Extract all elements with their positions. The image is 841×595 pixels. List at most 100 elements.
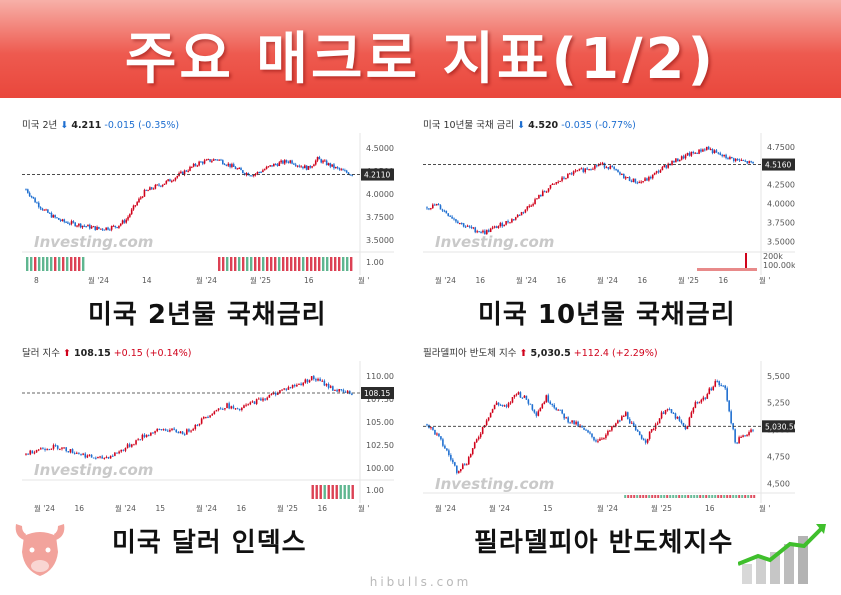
volume-bar (699, 495, 702, 498)
candle-body (139, 439, 142, 441)
volume-bar (729, 495, 732, 498)
candle-body (547, 188, 550, 192)
candle-body (72, 221, 75, 223)
y-tick-label: 107.50 (366, 395, 394, 404)
candle-body (150, 432, 152, 436)
candle-body (575, 421, 577, 425)
candle-body (63, 219, 66, 222)
x-tick-label: 16 (705, 504, 715, 513)
candle-body (718, 381, 721, 386)
candle-body (559, 180, 561, 182)
candle-body (186, 429, 188, 435)
volume-bar (735, 495, 738, 498)
candle-body (291, 385, 294, 388)
volume-bar (50, 257, 53, 271)
candle-body (707, 146, 710, 150)
candle-body (305, 165, 308, 170)
candle-body (565, 417, 567, 419)
candle-body (744, 435, 746, 437)
candle-body (636, 430, 639, 432)
candle-body (658, 418, 661, 424)
candle-body (503, 224, 505, 227)
candle-body (688, 153, 691, 156)
candle-body (201, 161, 204, 164)
volume-bar (250, 257, 253, 271)
candle-body (222, 160, 224, 165)
candle-body (316, 157, 319, 161)
candle-body (194, 163, 197, 166)
candle-body (570, 173, 573, 175)
candle-body (188, 429, 190, 432)
candle-body (317, 378, 319, 381)
candle-body (329, 386, 332, 388)
candle-body (482, 230, 484, 233)
candle-body (88, 224, 91, 229)
candle-body (285, 388, 288, 390)
candle-body (636, 182, 639, 184)
candle-body (565, 178, 567, 180)
candle-body (203, 160, 206, 164)
candle-body (129, 214, 131, 217)
volume-bar (711, 495, 714, 498)
candle-body (191, 166, 193, 168)
candle-body (676, 416, 679, 419)
candle-body (432, 427, 434, 430)
volume-bar (26, 257, 29, 271)
candle-body (340, 169, 343, 171)
volume-bar (34, 257, 37, 271)
volume-bar (687, 495, 690, 498)
candle-body (549, 184, 552, 189)
candle-body (464, 226, 467, 228)
candle-body (174, 177, 177, 181)
candle-body (521, 397, 524, 399)
candle-body (150, 187, 153, 189)
candle-body (731, 157, 733, 159)
candle-body (750, 429, 752, 433)
candle-body (205, 416, 207, 418)
candle-body (617, 169, 619, 173)
candle-body (694, 152, 696, 154)
candle-body (449, 215, 451, 217)
candle-body (752, 161, 754, 164)
candle-body (440, 436, 442, 440)
volume-bar (38, 257, 41, 271)
candle-body (497, 402, 500, 405)
y-tick-label: 110.00 (366, 372, 394, 381)
candle-body (52, 445, 55, 449)
candle-body (727, 158, 729, 160)
candle-body (298, 383, 300, 385)
candle-body (497, 226, 500, 229)
candle-body (529, 403, 532, 405)
candle-body (553, 404, 556, 408)
candle-body (41, 208, 44, 210)
candle-body (256, 172, 259, 174)
candle-body (690, 151, 693, 156)
volume-bar (306, 257, 309, 271)
chart-plot: 4.50004.25004.00003.75003.5000Investing.… (22, 133, 394, 285)
candle-body (215, 410, 218, 412)
candle-body (597, 164, 600, 167)
volume-bar (315, 485, 318, 499)
candle-body (291, 160, 293, 164)
candle-body (522, 212, 525, 214)
candle-body (81, 225, 84, 228)
candle-body (634, 425, 637, 431)
candle-body (597, 440, 599, 442)
volume-bar (234, 257, 237, 271)
candle-body (304, 379, 307, 383)
x-tick-label: 15 (156, 504, 166, 513)
candle-body (336, 389, 338, 392)
candle-body (321, 380, 324, 382)
candle-body (593, 436, 595, 441)
volume-bar (290, 257, 293, 271)
candle-body (486, 230, 488, 234)
candle-body (535, 412, 538, 416)
candle-body (132, 205, 135, 210)
candle-body (29, 450, 32, 455)
x-tick-label: 16 (638, 276, 648, 285)
volume-bar (30, 257, 33, 271)
candle-body (342, 169, 344, 171)
candle-body (61, 447, 63, 449)
candle-body (470, 226, 473, 228)
volume-bar (669, 495, 672, 498)
